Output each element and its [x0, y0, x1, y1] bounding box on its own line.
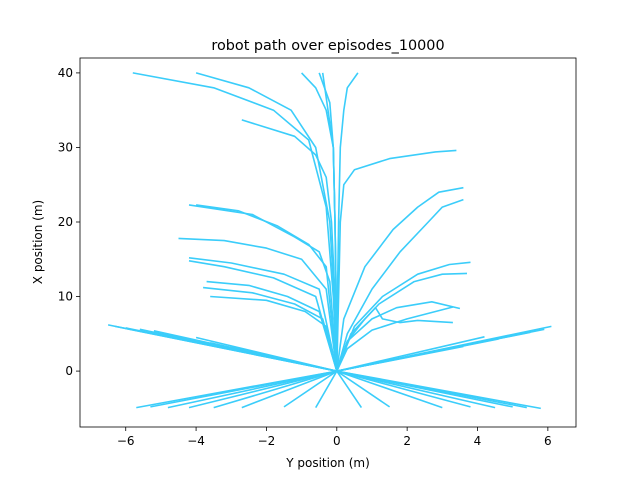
path-line-10	[195, 204, 338, 372]
path-line-15	[206, 280, 338, 372]
x-axis-label: Y position (m)	[285, 456, 370, 470]
path-line-16	[203, 286, 338, 372]
path-line-7	[336, 149, 457, 372]
x-tick-label: −2	[258, 434, 276, 448]
path-line-13	[188, 257, 338, 372]
x-tick-label: −4	[187, 434, 205, 448]
path-line-17	[210, 295, 338, 372]
x-tick-label: 2	[403, 434, 411, 448]
y-tick-label: 20	[58, 215, 73, 229]
path-line-21	[336, 300, 461, 372]
path-line-22	[336, 306, 454, 372]
x-axis: −6 −4 −2 0 2 4 6	[117, 427, 552, 448]
y-tick-label: 40	[58, 66, 73, 80]
x-tick-label: 0	[333, 434, 341, 448]
y-axis: 0 10 20 30 40	[58, 66, 80, 378]
path-line-5	[336, 72, 359, 372]
path-line-11	[188, 204, 338, 372]
path-line-1	[132, 72, 338, 372]
x-tick-label: 4	[474, 434, 482, 448]
path-line-34	[283, 370, 391, 408]
path-line-6	[321, 72, 338, 372]
x-tick-label: −6	[117, 434, 135, 448]
path-line-9	[336, 198, 464, 372]
x-tick-label: 6	[544, 434, 552, 448]
y-tick-label: 0	[65, 364, 73, 378]
path-line-33	[241, 370, 443, 409]
path-line-38	[231, 346, 443, 372]
chart-title: robot path over episodes_10000	[211, 38, 444, 54]
y-axis-label: X position (m)	[31, 200, 45, 284]
plot-frame	[79, 57, 577, 428]
path-line-20	[336, 306, 453, 372]
y-tick-label: 10	[58, 290, 73, 304]
path-line-12	[178, 237, 338, 372]
path-line-28	[136, 370, 541, 410]
path-line-8	[336, 186, 464, 372]
y-tick-label: 30	[58, 140, 73, 154]
plot-lines	[107, 72, 552, 410]
path-line-2	[241, 119, 338, 372]
